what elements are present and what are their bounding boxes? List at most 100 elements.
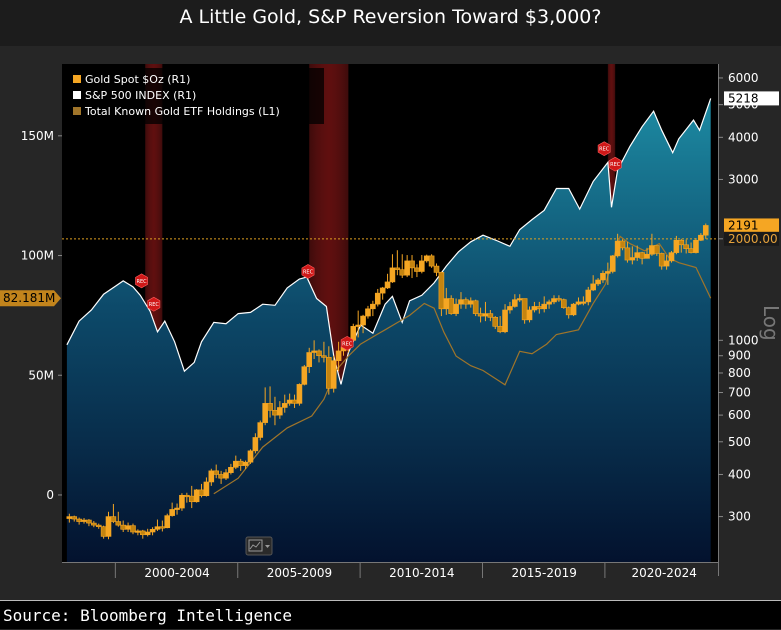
gold-candle	[658, 252, 665, 270]
x-axis-label: 2005-2009	[267, 566, 332, 580]
gold-candle-body	[693, 239, 699, 253]
gold-candle-body	[423, 255, 430, 262]
gold-candle	[546, 299, 552, 309]
right-axis-panel	[718, 64, 781, 600]
gold-candle-body	[477, 313, 484, 317]
gold-candle-body	[590, 283, 596, 291]
gold-candle	[257, 420, 264, 441]
recession-badge: REC	[340, 335, 354, 351]
left-axis-tick-label: 0	[46, 488, 54, 502]
gold-candle-body	[639, 252, 645, 259]
gold-candle	[71, 515, 78, 522]
gold-candle-body	[316, 350, 322, 357]
gold-candle-body	[609, 255, 616, 272]
gold-candle-body	[379, 287, 386, 294]
recession-badge-shape	[135, 273, 148, 289]
reference-marker: 2000.00	[724, 231, 779, 246]
gold-candle-body	[169, 509, 175, 516]
gold-candle-body	[296, 384, 303, 404]
chart-type-icon	[248, 539, 270, 552]
gold-candle	[330, 355, 337, 393]
gold-candle	[316, 349, 322, 363]
right-axis-tick-label: 3000	[728, 172, 759, 186]
gold-candle-body	[188, 495, 195, 503]
gold-candle	[247, 449, 254, 464]
gold-candle	[507, 301, 513, 314]
gold-candle-body	[247, 450, 254, 463]
gold-candle-body	[130, 525, 136, 533]
gold-candle-body	[100, 526, 107, 537]
recession-badge-shape	[301, 264, 315, 279]
gold-candle-body	[66, 516, 73, 519]
gold-candle	[590, 275, 596, 292]
gold-candle-body	[179, 494, 185, 509]
gold-candle	[335, 341, 342, 372]
gold-candle-body	[355, 324, 361, 327]
gold-candle-body	[365, 308, 371, 317]
gold-candle-body	[110, 516, 117, 522]
gold-candle-body	[497, 326, 503, 333]
gold-candle	[242, 460, 249, 470]
recession-badge-label: REC	[149, 302, 160, 308]
sp500-area	[66, 98, 711, 563]
gold-candle-body	[458, 299, 464, 305]
gold-candle	[252, 433, 259, 454]
gold-candle	[541, 296, 548, 313]
gold-candle	[174, 503, 180, 515]
gold-candle	[492, 316, 499, 330]
gold-candle-body	[301, 366, 308, 385]
gold-candle	[624, 241, 631, 263]
gold-candle	[521, 298, 528, 324]
gold-candle-body	[668, 252, 675, 262]
left-axis-tick-label: 100M	[21, 249, 54, 263]
gold-candle	[619, 239, 626, 251]
gold-candle	[164, 513, 171, 529]
gold-candle	[100, 525, 107, 539]
gold-candle-body	[252, 437, 259, 452]
legend-label-gold: Gold Spot $Oz (R1)	[85, 73, 190, 86]
x-axis-label: 2020-2024	[631, 566, 696, 580]
gold-candle-body	[184, 494, 190, 498]
gold-candle	[203, 477, 210, 497]
gold-candle-body	[448, 298, 454, 314]
gold-candle-body	[698, 234, 704, 241]
gold-candle	[644, 247, 650, 259]
chart-type-button[interactable]	[245, 536, 273, 556]
gold-candle	[409, 255, 415, 279]
left-axis-tick-label: 50M	[28, 368, 54, 382]
gold-candle-body	[203, 481, 210, 496]
sp500-last-marker: 5218	[724, 91, 779, 106]
gold-candle-body	[389, 267, 396, 283]
gold-candle	[223, 469, 229, 481]
gold-candle	[570, 303, 577, 317]
gold-candle	[453, 298, 459, 317]
gold-candle-body	[139, 530, 146, 536]
gold-candle	[663, 255, 670, 270]
legend-label-etf: Total Known Gold ETF Holdings (L1)	[84, 105, 280, 118]
gold-candle-body	[149, 529, 156, 533]
recession-badge: REC	[608, 156, 622, 172]
gold-candle-body	[374, 292, 381, 305]
gold-candle-body	[286, 399, 293, 404]
etf-last-marker-box	[0, 290, 61, 307]
gold-candle-body	[257, 422, 264, 438]
gold-candle-body	[649, 245, 655, 255]
gold-candle	[149, 527, 156, 536]
gold-candle-body	[154, 526, 161, 530]
gold-candle-body	[541, 303, 548, 310]
gold-candle-body	[281, 403, 288, 408]
gold-candle-body	[467, 300, 474, 305]
recession-badge-label: REC	[342, 341, 353, 347]
gold-candle	[384, 273, 391, 289]
gold-candle	[281, 394, 288, 413]
recession-badge-label: REC	[303, 269, 314, 275]
gold-candle-body	[394, 267, 401, 270]
recession-badge-label: REC	[610, 162, 621, 168]
gold-candle-body	[144, 531, 151, 536]
gold-candle-body	[605, 271, 611, 274]
gold-candle-body	[267, 403, 273, 411]
recession-badge-label: REC	[136, 279, 147, 285]
recession-badge-shape	[608, 156, 622, 172]
gold-candle	[169, 502, 175, 517]
recession-badge-shape	[340, 335, 354, 351]
